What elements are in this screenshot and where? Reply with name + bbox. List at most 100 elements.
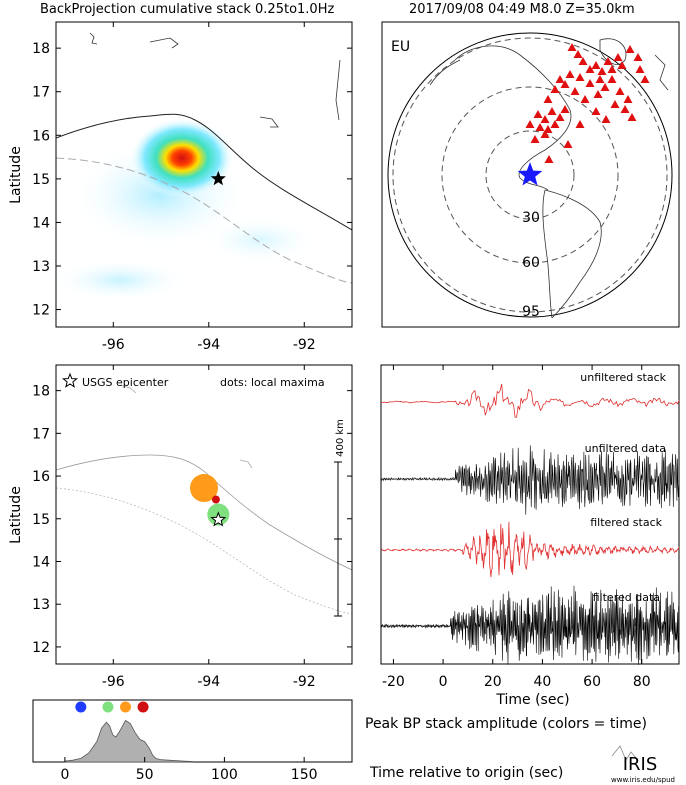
legend-dots-label: dots: local maxima [220, 376, 325, 389]
x-tick-label: -92 [293, 674, 316, 690]
x-tick-label: 50 [136, 767, 154, 783]
y-tick-label: 16 [32, 128, 50, 144]
station-triangle-icon [580, 95, 590, 103]
south-america-coast-west [542, 189, 553, 319]
europe-coast [654, 54, 669, 91]
trench-line [56, 487, 352, 615]
station-triangle-icon [585, 65, 595, 73]
station-triangle-icon [555, 75, 565, 83]
station-triangle-icon [533, 110, 543, 118]
y-tick-label: 16 [32, 469, 50, 485]
station-triangle-icon [544, 155, 554, 163]
station-triangle-icon [593, 90, 603, 98]
y-axis-label: Latitude [8, 486, 24, 544]
ring-60 [441, 86, 619, 264]
y-axis-label: Latitude [8, 146, 24, 204]
coast-fragment [119, 384, 137, 394]
ring-30 [485, 130, 575, 220]
backprojection-map: Latitude 18 17 16 15 14 13 12 -96 -94 -92 [8, 21, 353, 353]
trace-label-unfiltered-stack: unfiltered stack [580, 371, 666, 384]
seismogram-panel: unfiltered stack unfiltered data filtere… [380, 364, 680, 708]
greenland-coast [599, 38, 627, 65]
x-axis-label: Time (sec) [495, 692, 569, 708]
traces-frame [380, 364, 680, 665]
globe-label: EU [391, 39, 410, 55]
y-tick-label: 13 [32, 259, 50, 275]
epicenter-star-outline [210, 511, 227, 527]
station-triangle-icon [591, 107, 601, 115]
station-triangle-icon [540, 115, 550, 123]
y-tick-label: 17 [32, 426, 50, 442]
y-tick-label: 12 [32, 303, 50, 319]
local-maximum-dot [190, 474, 218, 503]
y-tick-label: 18 [32, 41, 50, 57]
station-triangle-icon [547, 107, 557, 115]
iris-logo: IRIS www.iris.edu/spud [611, 745, 675, 784]
station-triangle-icon [573, 50, 583, 58]
seismic-trace [380, 383, 680, 418]
time-color-dot [75, 701, 87, 713]
station-triangle-icon [635, 65, 645, 73]
station-triangle-icon [567, 43, 577, 51]
station-triangle-icon [597, 67, 607, 75]
coastline [56, 113, 352, 231]
trace-label-filtered-data: filtered data [593, 591, 660, 604]
station-triangle-icon [601, 115, 611, 123]
station-triangle-icon [550, 85, 560, 93]
seismic-trace [380, 585, 679, 665]
y-tick-label: 15 [32, 512, 50, 528]
coast-fragment [259, 116, 279, 128]
station-triangle-icon [613, 53, 623, 61]
map-frame [55, 364, 353, 665]
bp-halo-south [56, 258, 190, 302]
bp-peak-region [130, 118, 234, 198]
epicenter-star [210, 170, 226, 186]
right-title: 2017/09/08 04:49 M8.0 Z=35.0km [409, 2, 635, 17]
station-triangle-icon [620, 105, 630, 113]
south-america-coast-east [544, 189, 602, 319]
time-color-dot [120, 701, 132, 713]
y-tick-label: 13 [32, 597, 50, 613]
station-triangle-icon [560, 80, 570, 88]
legend-star-label: USGS epicenter [82, 376, 169, 389]
local-maximum-dot [211, 495, 220, 504]
local-maxima-map: USGS epicenter dots: local maxima 400 km… [8, 364, 353, 690]
station-triangle-icon [575, 73, 585, 81]
station-triangle-icon [570, 87, 580, 95]
station-triangle-icon [591, 61, 601, 69]
station-triangle-icon [575, 120, 585, 128]
x-tick-label: 40 [534, 674, 552, 690]
alaska-coast [429, 59, 461, 86]
station-triangle-icon [543, 95, 553, 103]
y-tick-label: 18 [32, 384, 50, 400]
y-tick-label: 14 [32, 215, 50, 231]
x-ticks: -20 0 20 40 60 80 [382, 365, 651, 690]
x-tick-label: 0 [60, 767, 69, 783]
x-tick-label: -92 [293, 337, 316, 353]
station-triangle-icon [633, 53, 643, 61]
station-globe: EU 30 60 95 [381, 21, 680, 328]
station-triangle-icon [640, 75, 650, 83]
station-triangle-icon [600, 83, 610, 91]
coast-fragment [335, 59, 341, 121]
station-triangle-icon [530, 135, 540, 143]
coast-fragment [89, 32, 98, 45]
station-triangle-icon [585, 79, 595, 87]
time-color-dot [137, 701, 149, 713]
logo-waveform [611, 745, 637, 761]
x-tick-label: -94 [197, 674, 220, 690]
ring-95 [392, 37, 668, 313]
north-america-coast [454, 45, 572, 191]
trace-label-filtered-stack: filtered stack [590, 516, 662, 529]
globe-outline [387, 32, 673, 318]
station-triangle-icon [543, 125, 553, 133]
trench-line [56, 157, 352, 284]
station-triangle-icon [595, 75, 605, 83]
station-triangle-icon [565, 70, 575, 78]
peak-amplitude-plot: 0 50 100 150 [32, 699, 353, 783]
trace-lines [380, 383, 680, 665]
amplitude-area [64, 719, 193, 763]
y-ticks: 18 17 16 15 14 13 12 [32, 384, 352, 656]
station-triangle-icon [603, 57, 613, 65]
station-triangle-icon [625, 45, 635, 53]
